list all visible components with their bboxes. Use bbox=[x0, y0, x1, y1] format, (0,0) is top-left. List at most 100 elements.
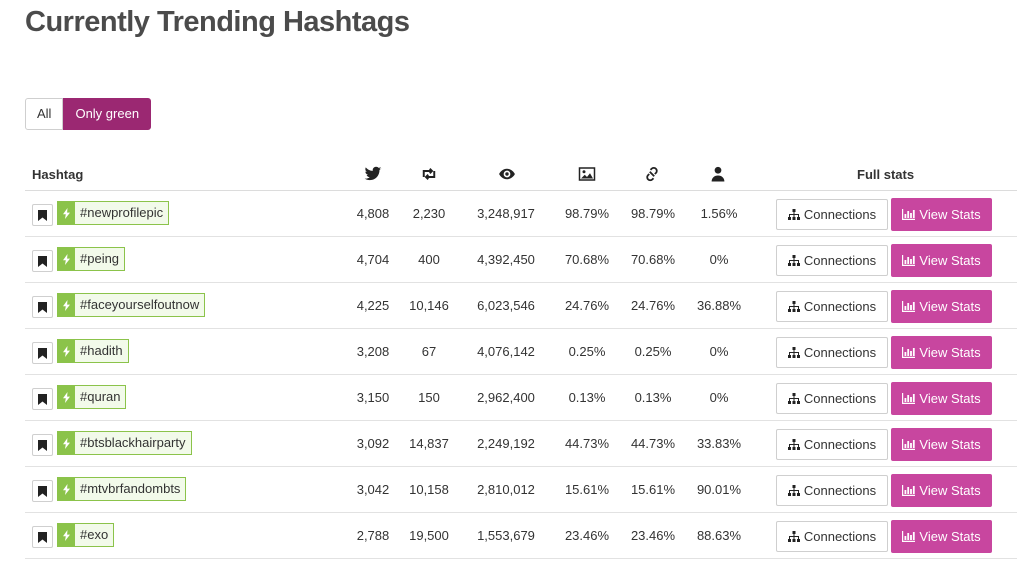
media-percent: 70.68% bbox=[564, 252, 610, 267]
sitemap-icon bbox=[787, 301, 804, 312]
media-percent: 44.73% bbox=[564, 436, 610, 451]
hashtag-label[interactable]: #mtvbrfandombts bbox=[75, 478, 186, 500]
connections-button[interactable]: Connections bbox=[776, 475, 888, 506]
connections-button[interactable]: Connections bbox=[776, 337, 888, 368]
view-stats-button[interactable]: View Stats bbox=[891, 428, 992, 461]
impressions-count: 4,392,450 bbox=[477, 252, 535, 267]
view-stats-button[interactable]: View Stats bbox=[891, 290, 992, 323]
hashtag-label[interactable]: #newprofilepic bbox=[75, 202, 169, 224]
retweet-count: 2,230 bbox=[412, 206, 446, 221]
connections-button[interactable]: Connections bbox=[776, 245, 888, 276]
bookmark-button[interactable] bbox=[32, 342, 53, 364]
users-percent: 90.01% bbox=[696, 482, 742, 497]
lightning-bolt-icon bbox=[58, 248, 75, 270]
twitter-bird-icon[interactable] bbox=[364, 165, 382, 183]
view-stats-button[interactable]: View Stats bbox=[891, 244, 992, 277]
connections-button[interactable]: Connections bbox=[776, 429, 888, 460]
links-percent: 70.68% bbox=[630, 252, 676, 267]
connections-label: Connections bbox=[803, 483, 877, 498]
connections-button[interactable]: Connections bbox=[776, 521, 888, 552]
hashtag-tag[interactable]: #hadith bbox=[57, 339, 129, 363]
lightning-bolt-icon bbox=[58, 202, 75, 224]
tweet-count: 3,208 bbox=[356, 344, 390, 359]
links-percent: 0.25% bbox=[634, 344, 672, 359]
sitemap-icon bbox=[787, 347, 804, 358]
tweet-count: 3,150 bbox=[356, 390, 390, 405]
hashtag-label[interactable]: #quran bbox=[75, 386, 126, 408]
hashtag-tag[interactable]: #quran bbox=[57, 385, 127, 409]
links-percent: 0.13% bbox=[634, 390, 672, 405]
user-icon[interactable] bbox=[709, 165, 727, 183]
bookmark-icon bbox=[38, 531, 47, 543]
retweet-count: 14,837 bbox=[409, 436, 449, 451]
link-icon[interactable] bbox=[643, 165, 661, 183]
table-row: #hadith 3,208 67 4,076,142 0.25% 0.25% 0% Conne… bbox=[25, 329, 1017, 375]
bar-chart-icon bbox=[902, 393, 919, 404]
bookmark-icon bbox=[38, 439, 47, 451]
retweet-icon[interactable] bbox=[420, 165, 438, 183]
bookmark-icon bbox=[38, 301, 47, 313]
eye-icon[interactable] bbox=[498, 165, 516, 183]
connections-label: Connections bbox=[803, 207, 877, 222]
view-stats-button[interactable]: View Stats bbox=[891, 382, 992, 415]
connections-label: Connections bbox=[803, 437, 877, 452]
hashtag-tag[interactable]: #btsblackhairparty bbox=[57, 431, 192, 455]
bookmark-button[interactable] bbox=[32, 250, 53, 272]
bookmark-icon bbox=[38, 209, 47, 221]
bookmark-button[interactable] bbox=[32, 434, 53, 456]
impressions-count: 2,249,192 bbox=[477, 436, 535, 451]
filter-all-button[interactable]: All bbox=[25, 98, 64, 130]
hashtag-tag[interactable]: #mtvbrfandombts bbox=[57, 477, 187, 501]
view-stats-button[interactable]: View Stats bbox=[891, 474, 992, 507]
sitemap-icon bbox=[787, 393, 804, 404]
impressions-count: 3,248,917 bbox=[477, 206, 535, 221]
view-stats-button[interactable]: View Stats bbox=[891, 198, 992, 231]
connections-button[interactable]: Connections bbox=[776, 383, 888, 414]
connections-label: Connections bbox=[803, 253, 877, 268]
bookmark-button[interactable] bbox=[32, 296, 53, 318]
links-percent: 23.46% bbox=[630, 528, 676, 543]
bookmark-button[interactable] bbox=[32, 480, 53, 502]
bar-chart-icon bbox=[902, 209, 919, 220]
hashtag-label[interactable]: #hadith bbox=[75, 340, 128, 362]
view-stats-label: View Stats bbox=[919, 483, 981, 498]
hashtag-label[interactable]: #peing bbox=[75, 248, 125, 270]
hashtag-label[interactable]: #faceyourselfoutnow bbox=[75, 294, 205, 316]
hashtag-label[interactable]: #exo bbox=[75, 524, 114, 546]
image-icon[interactable] bbox=[578, 165, 596, 183]
retweet-count: 10,158 bbox=[409, 482, 449, 497]
bookmark-button[interactable] bbox=[32, 204, 53, 226]
view-stats-button[interactable]: View Stats bbox=[891, 336, 992, 369]
hashtag-label[interactable]: #btsblackhairparty bbox=[75, 432, 191, 454]
view-stats-label: View Stats bbox=[919, 253, 981, 268]
lightning-bolt-icon bbox=[58, 524, 75, 546]
bookmark-button[interactable] bbox=[32, 388, 53, 410]
view-stats-label: View Stats bbox=[919, 299, 981, 314]
connections-button[interactable]: Connections bbox=[776, 199, 888, 230]
lightning-bolt-icon bbox=[58, 432, 75, 454]
hashtag-column-header[interactable]: Hashtag bbox=[32, 167, 84, 182]
bookmark-button[interactable] bbox=[32, 526, 53, 548]
tweet-count: 3,042 bbox=[356, 482, 390, 497]
hashtag-tag[interactable]: #newprofilepic bbox=[57, 201, 170, 225]
links-percent: 24.76% bbox=[630, 298, 676, 313]
view-stats-label: View Stats bbox=[919, 437, 981, 452]
impressions-count: 4,076,142 bbox=[477, 344, 535, 359]
hashtag-tag[interactable]: #exo bbox=[57, 523, 115, 547]
table-row: #peing 4,704 400 4,392,450 70.68% 70.68% 0% Con… bbox=[25, 237, 1017, 283]
impressions-count: 1,553,679 bbox=[477, 528, 535, 543]
table-header: Hashtag Full stats bbox=[25, 158, 1017, 191]
media-percent: 0.13% bbox=[568, 390, 606, 405]
hashtag-tag[interactable]: #faceyourselfoutnow bbox=[57, 293, 206, 317]
sitemap-icon bbox=[787, 255, 804, 266]
bar-chart-icon bbox=[902, 531, 919, 542]
connections-label: Connections bbox=[803, 299, 877, 314]
sitemap-icon bbox=[787, 531, 804, 542]
media-percent: 23.46% bbox=[564, 528, 610, 543]
view-stats-button[interactable]: View Stats bbox=[891, 520, 992, 553]
hashtag-tag[interactable]: #peing bbox=[57, 247, 126, 271]
users-percent: 88.63% bbox=[696, 528, 742, 543]
filter-only-green-button[interactable]: Only green bbox=[63, 98, 152, 130]
connections-button[interactable]: Connections bbox=[776, 291, 888, 322]
links-percent: 15.61% bbox=[630, 482, 676, 497]
